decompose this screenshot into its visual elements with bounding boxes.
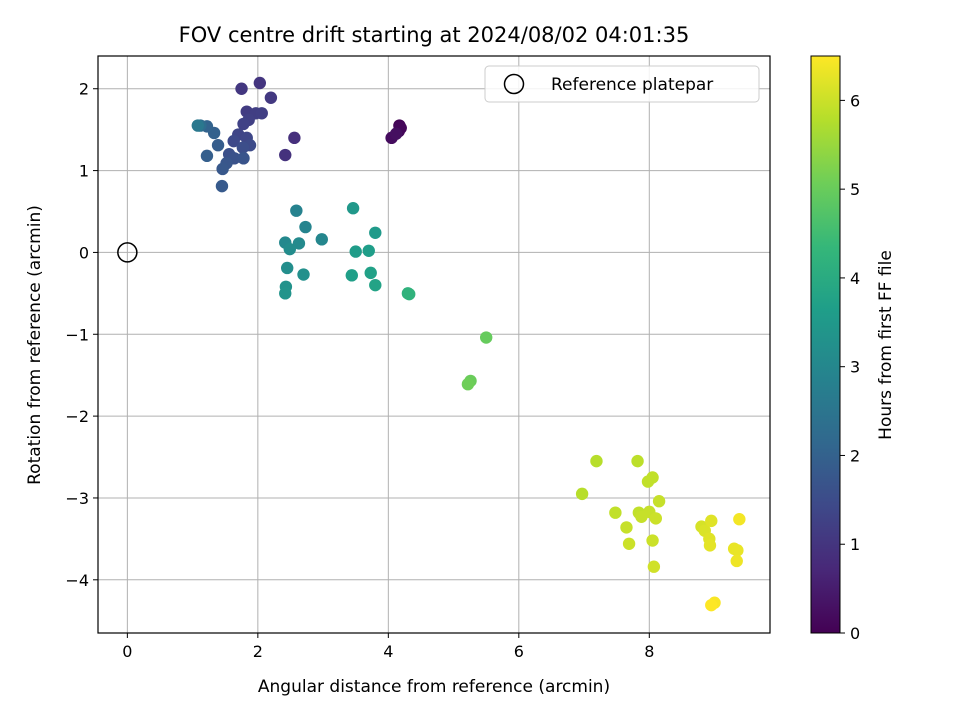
data-point (369, 278, 382, 292)
legend-marker-reference (503, 73, 525, 95)
data-point (362, 244, 375, 257)
data-point (235, 82, 248, 95)
data-point (297, 268, 310, 281)
colorbar-label: Hours from first FF file (876, 250, 896, 440)
legend-entry-reference: Reference platepar (551, 75, 713, 95)
data-point (279, 287, 292, 300)
data-point (264, 91, 278, 104)
colorbar-tick-label: 2 (850, 446, 860, 465)
y-axis-label: Rotation from reference (arcmin) (25, 205, 45, 485)
data-point (609, 506, 622, 519)
data-point (292, 237, 306, 250)
colorbar-gradient (810, 55, 841, 634)
data-point (403, 287, 416, 301)
data-point (705, 598, 718, 612)
x-tick-label: 4 (383, 642, 393, 661)
x-axis-label: Angular distance from reference (arcmin) (258, 677, 610, 697)
data-point (279, 148, 292, 162)
colorbar-tick-label: 6 (850, 91, 860, 110)
x-tick-label: 0 (122, 642, 132, 661)
colorbar-tick-label: 4 (850, 269, 860, 288)
data-point (641, 475, 655, 488)
data-point (620, 521, 633, 534)
plot-area: 0 2 4 6 8 −4 −3 −2 −1 0 1 2 (65, 55, 771, 661)
data-point (290, 204, 303, 217)
scatter-points (191, 76, 746, 612)
colorbar-ticks: 0 1 2 3 4 5 6 (840, 91, 860, 643)
colorbar: 0 1 2 3 4 5 6 Hours from first FF file (810, 55, 896, 643)
data-point (649, 512, 663, 525)
data-point (200, 149, 214, 163)
legend: Reference platepar (484, 65, 760, 103)
data-point (215, 179, 229, 193)
data-point (705, 514, 718, 528)
data-point (590, 454, 603, 468)
colorbar-tick-label: 5 (850, 180, 860, 199)
y-tick-label: 1 (79, 162, 89, 181)
data-point (237, 152, 250, 165)
y-axis-ticks: −4 −3 −2 −1 0 1 2 (65, 80, 98, 590)
y-tick-label: 2 (79, 80, 89, 99)
data-point (345, 269, 358, 282)
data-point (703, 539, 717, 552)
y-tick-label: −4 (65, 571, 89, 590)
colorbar-tick-label: 3 (850, 358, 860, 377)
data-point (733, 513, 746, 526)
x-tick-label: 6 (514, 642, 524, 661)
data-point (622, 537, 636, 550)
data-point (652, 495, 666, 508)
x-axis-ticks: 0 2 4 6 8 (122, 633, 654, 661)
chart-title: FOV centre drift starting at 2024/08/02 … (179, 23, 690, 47)
data-point (255, 107, 268, 120)
data-point (647, 560, 661, 573)
data-point (479, 331, 493, 344)
data-point (730, 554, 743, 568)
data-point (237, 117, 250, 131)
data-point (575, 487, 589, 501)
data-point (191, 119, 205, 132)
data-point (283, 242, 297, 256)
reference-point-marker (117, 242, 138, 263)
legend-box (484, 65, 760, 103)
plot-background (98, 56, 770, 633)
x-tick-label: 8 (644, 642, 654, 661)
data-point (288, 131, 301, 145)
data-point (227, 134, 240, 148)
data-point (631, 454, 644, 468)
x-tick-label: 2 (253, 642, 263, 661)
data-point (253, 76, 267, 90)
y-tick-label: −1 (65, 325, 89, 344)
data-point (389, 127, 403, 140)
data-point (349, 245, 362, 258)
data-point (211, 139, 225, 152)
plot-frame (97, 55, 771, 634)
colorbar-tick-label: 1 (850, 535, 860, 554)
data-point (315, 233, 328, 246)
data-point (299, 220, 312, 234)
data-point (369, 226, 382, 239)
data-point (364, 266, 377, 280)
data-point (461, 377, 475, 391)
data-point (281, 261, 294, 275)
grid-lines (98, 56, 770, 633)
data-point (236, 141, 250, 154)
data-point (646, 534, 659, 547)
y-tick-label: −3 (65, 489, 89, 508)
data-point (346, 202, 360, 215)
y-tick-label: 0 (79, 243, 89, 262)
reference-point-layer (117, 242, 138, 263)
colorbar-tick-label: 0 (850, 624, 860, 643)
data-point (731, 544, 744, 557)
y-tick-label: −2 (65, 407, 89, 426)
data-point (216, 162, 229, 176)
